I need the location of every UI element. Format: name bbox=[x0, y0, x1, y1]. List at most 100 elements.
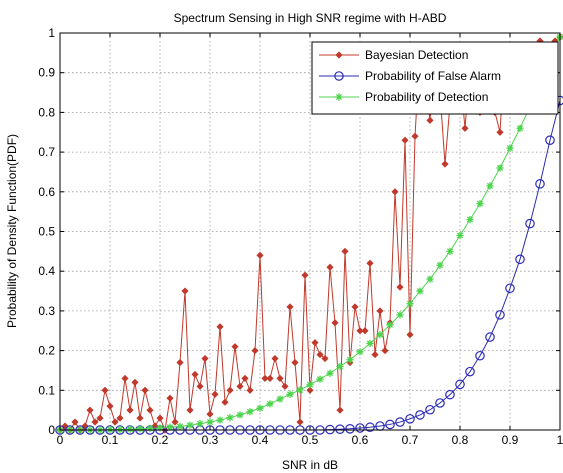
data-point bbox=[276, 395, 284, 403]
data-point bbox=[221, 398, 229, 406]
data-point bbox=[111, 418, 119, 426]
data-point bbox=[136, 425, 144, 433]
data-point bbox=[346, 356, 354, 364]
data-point bbox=[86, 406, 94, 414]
x-tick-label: 0.7 bbox=[402, 433, 419, 447]
data-point bbox=[381, 347, 389, 355]
data-point bbox=[101, 386, 109, 394]
x-tick-label: 0.6 bbox=[352, 433, 369, 447]
x-tick-label: 0.2 bbox=[152, 433, 169, 447]
data-point bbox=[156, 414, 164, 422]
data-point bbox=[436, 261, 444, 269]
data-point bbox=[486, 182, 494, 190]
data-point bbox=[356, 327, 364, 335]
data-point bbox=[266, 374, 274, 382]
data-point bbox=[321, 354, 329, 363]
data-point bbox=[356, 348, 364, 356]
data-point bbox=[196, 382, 204, 390]
data-point bbox=[366, 339, 374, 348]
data-point bbox=[226, 414, 234, 422]
data-point bbox=[505, 283, 515, 294]
data-point bbox=[166, 394, 174, 402]
y-tick-label: 0.3 bbox=[38, 304, 55, 318]
data-point bbox=[336, 362, 344, 371]
data-point bbox=[495, 310, 505, 320]
data-point bbox=[136, 414, 144, 422]
legend-box bbox=[311, 41, 559, 115]
data-point bbox=[186, 421, 194, 429]
data-point bbox=[126, 425, 134, 433]
data-point bbox=[181, 287, 189, 295]
y-tick-label: 0.5 bbox=[38, 225, 55, 239]
data-point bbox=[116, 414, 124, 422]
data-point bbox=[426, 275, 434, 283]
data-point bbox=[296, 386, 304, 394]
x-tick-label: 0.5 bbox=[302, 433, 319, 447]
data-point bbox=[256, 404, 264, 412]
data-point bbox=[216, 416, 224, 424]
data-point bbox=[241, 374, 249, 382]
data-point bbox=[296, 418, 304, 426]
data-point bbox=[496, 164, 504, 172]
data-point bbox=[71, 418, 79, 426]
data-point bbox=[236, 382, 244, 390]
data-point bbox=[466, 215, 474, 224]
data-point bbox=[506, 144, 514, 152]
data-point bbox=[176, 358, 184, 367]
x-tick-label: 0 bbox=[57, 433, 64, 447]
data-point bbox=[395, 417, 405, 427]
data-point bbox=[416, 287, 424, 295]
data-point bbox=[371, 351, 379, 359]
data-point bbox=[196, 420, 204, 428]
data-point bbox=[286, 303, 294, 311]
data-point bbox=[316, 375, 324, 383]
data-point bbox=[341, 247, 349, 255]
data-point bbox=[206, 410, 214, 418]
x-tick-label: 1 bbox=[557, 433, 563, 447]
data-point bbox=[306, 386, 314, 394]
data-point bbox=[535, 179, 545, 189]
data-point bbox=[435, 398, 445, 408]
legend-label: Bayesian Detection bbox=[365, 48, 468, 62]
data-point bbox=[281, 382, 289, 390]
y-tick-label: 0.1 bbox=[38, 383, 55, 397]
data-point bbox=[176, 422, 184, 431]
data-point bbox=[385, 419, 395, 430]
data-point bbox=[131, 378, 139, 386]
data-point bbox=[286, 390, 294, 398]
data-point bbox=[365, 422, 375, 433]
data-point bbox=[456, 231, 464, 240]
data-point bbox=[331, 319, 339, 327]
y-tick-label: 0.4 bbox=[38, 264, 55, 278]
data-point bbox=[515, 254, 525, 265]
data-point bbox=[455, 379, 465, 390]
data-point bbox=[401, 136, 409, 144]
chart-title: Spectrum Sensing in High SNR regime with… bbox=[174, 11, 447, 25]
data-point bbox=[206, 418, 214, 426]
x-tick-label: 0.1 bbox=[102, 433, 119, 447]
y-axis-label: Probability of Density Function(PDF) bbox=[5, 134, 19, 328]
data-point bbox=[461, 124, 469, 132]
data-point bbox=[351, 303, 359, 311]
data-point bbox=[316, 351, 324, 359]
data-point bbox=[201, 354, 209, 363]
data-point bbox=[301, 271, 309, 279]
data-point bbox=[146, 406, 154, 414]
data-point bbox=[376, 307, 384, 315]
legend-label: Probability of False Alarm bbox=[365, 69, 501, 83]
data-point bbox=[376, 331, 384, 339]
data-point bbox=[406, 300, 414, 308]
data-point bbox=[306, 381, 314, 389]
data-point bbox=[91, 418, 99, 426]
data-point bbox=[516, 124, 524, 132]
legend: Bayesian Detection Probability of False A… bbox=[311, 41, 559, 115]
x-tick-label: 0.3 bbox=[202, 433, 219, 447]
data-point bbox=[171, 418, 179, 426]
data-point bbox=[146, 424, 154, 433]
data-point bbox=[291, 358, 299, 367]
data-point bbox=[485, 332, 495, 342]
data-point bbox=[405, 414, 415, 424]
data-point bbox=[445, 389, 455, 400]
y-tick-label: 0 bbox=[48, 423, 55, 437]
